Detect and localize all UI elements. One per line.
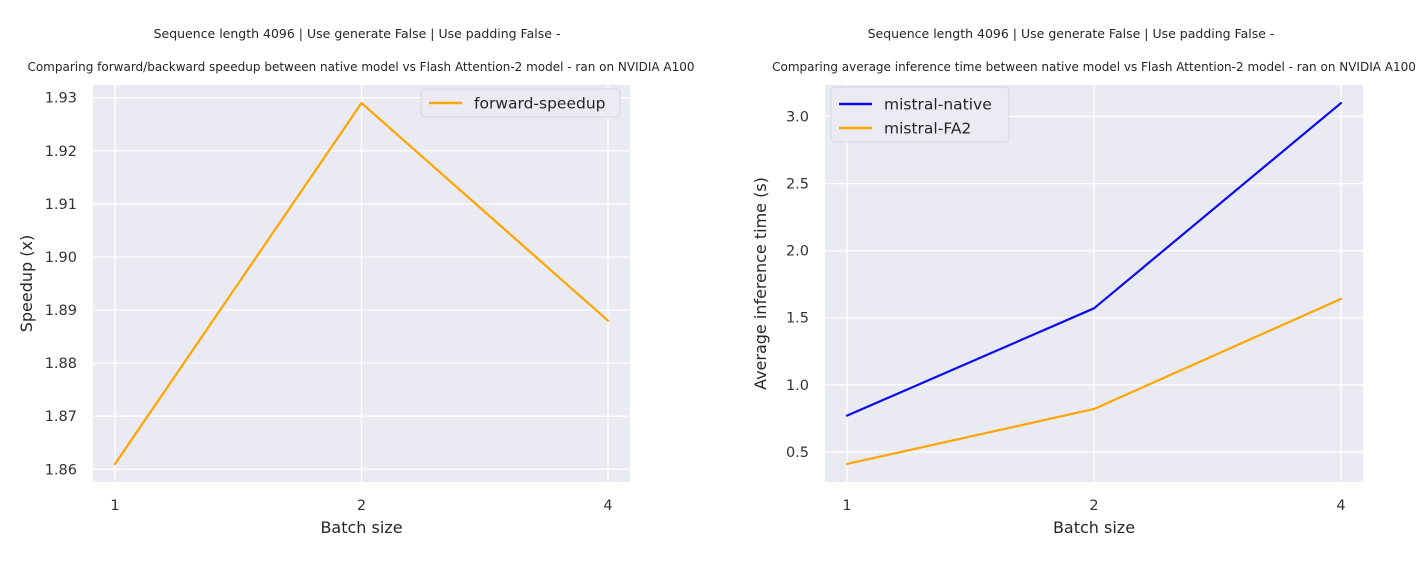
y-axis-label: Speedup (x)	[17, 235, 36, 333]
forward-speedup-chart: 1 2 4 1.86 1.87 1.88 1.89 1.90 1.91 1.92 1.93 Batch…	[17, 85, 630, 537]
y-tick-label: 1.5	[786, 311, 809, 327]
x-tick-label: 1	[842, 498, 851, 514]
y-tick-label: 1.89	[45, 303, 77, 319]
title-forward-speedup: Comparing forward/backward speedup betwe…	[27, 60, 695, 74]
suptitle-inference-time: Sequence length 4096 | Use generate Fals…	[867, 26, 1275, 41]
y-tick-label: 1.93	[45, 91, 77, 107]
legend-label-mistral-FA2: mistral-FA2	[884, 120, 971, 138]
title-inference-time: Comparing average inference time between…	[772, 60, 1416, 74]
legend-box	[830, 86, 1010, 143]
x-tick-label: 2	[357, 498, 366, 514]
y-tick-label: 2.5	[786, 177, 809, 193]
x-tick-label: 2	[1089, 498, 1098, 514]
figure-forward-speedup: Sequence length 4096 | Use generate Fals…	[17, 26, 695, 537]
series-line-forward-speedup	[113, 101, 610, 466]
series-line-mistral-native	[845, 101, 1343, 417]
y-tick-label: 3.0	[786, 109, 809, 125]
y-axis-label: Average inference time (s)	[751, 177, 770, 390]
y-tick-label: 1.86	[45, 462, 77, 478]
x-axis-label: Batch size	[320, 518, 402, 537]
legend-label-mistral-native: mistral-native	[884, 96, 992, 114]
inference-time-chart: 1 2 4 0.5 1.0 1.5 2.0 2.5 3.0 Batch size Average i…	[751, 85, 1363, 537]
y-tick-label: 1.90	[45, 250, 77, 266]
y-tick-label: 1.0	[786, 378, 809, 394]
y-tick-label: 2.0	[786, 244, 809, 260]
x-tick-label: 4	[603, 498, 612, 514]
legend-label-forward-speedup: forward-speedup	[474, 95, 606, 113]
legend-box	[420, 88, 621, 118]
series-line-mistral-FA2	[845, 297, 1343, 466]
y-tick-label: 1.87	[45, 409, 77, 425]
figure-inference-time: Sequence length 4096 | Use generate Fals…	[714, 0, 1428, 566]
y-tick-label: 1.91	[45, 197, 77, 213]
x-tick-label: 1	[110, 498, 119, 514]
suptitle-forward-speedup: Sequence length 4096 | Use generate Fals…	[153, 26, 561, 41]
y-tick-label: 0.5	[786, 445, 809, 461]
y-tick-label: 1.92	[45, 144, 77, 160]
y-tick-label: 1.88	[45, 356, 77, 372]
x-tick-label: 4	[1336, 498, 1345, 514]
x-axis-label: Batch size	[1053, 518, 1135, 537]
